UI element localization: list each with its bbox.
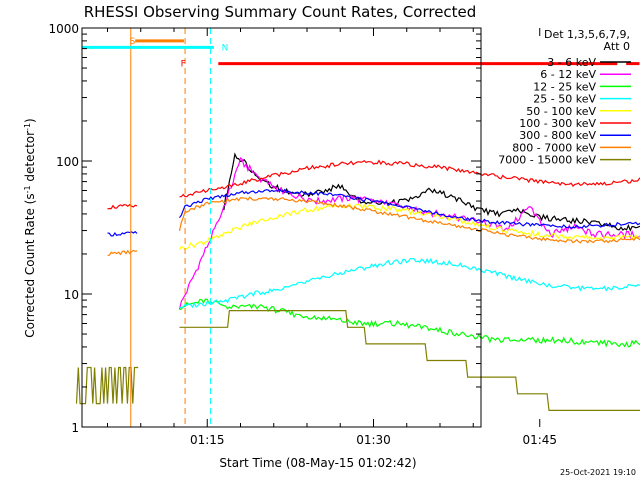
legend-label: 12 - 25 keV [533,80,596,93]
x-axis-label: Start Time (08-May-15 01:02:42) [219,456,416,470]
night-flag-label: N [222,43,229,53]
plot-frame [81,27,482,428]
y-axis-label: Corrected Count Rate (s-1 detector-1) [23,118,37,337]
legend-label: 100 - 300 keV [519,117,596,130]
legend-label: 7000 - 15000 keV [498,154,596,167]
legend-label: 25 - 50 keV [533,93,596,106]
legend-label: 50 - 100 keV [526,105,596,118]
y-tick-label: 1000 [48,22,79,36]
y-axis-label-sup1: -1 [23,185,32,193]
series-layer [75,152,640,411]
legend-header-attenuator: Att 0 [604,40,630,53]
series-line [179,298,640,348]
y-axis-label-part1: Corrected Count Rate (s [23,193,37,337]
flag-layer: S N F [82,28,640,427]
flare-flag-label: F [181,60,186,70]
x-tick-label: 01:45 [522,433,557,447]
y-tick-label: 100 [56,155,79,169]
series-line [107,159,640,210]
legend-label: 800 - 7000 keV [512,141,596,154]
legend-header-detectors: Det 1,3,5,6,7,9, [544,28,630,41]
series-line [223,152,640,232]
render-timestamp: 25-Oct-2021 19:10 [560,468,636,477]
y-axis-label-part3: ) [23,118,37,123]
series-line [178,202,640,251]
legend-label: 6 - 12 keV [540,68,596,81]
y-tick-label: 10 [64,288,79,302]
y-tick-label: 1 [71,421,79,435]
x-tick-label: 01:15 [190,433,225,447]
legend-label: 3 - 6 keV [547,56,596,69]
series-line [178,156,640,310]
saa-flag-label: S [130,37,136,47]
y-axis-label-part2: detector [23,131,37,186]
series-line [107,188,640,237]
series-line [179,257,640,309]
legend-label: 300 - 800 keV [519,129,596,142]
series-line [107,196,640,256]
chart-title: RHESSI Observing Summary Count Rates, Co… [84,3,477,21]
series-line [75,310,640,411]
y-axis-label-sup2: -1 [23,123,32,131]
x-tick-label: 01:30 [356,433,391,447]
